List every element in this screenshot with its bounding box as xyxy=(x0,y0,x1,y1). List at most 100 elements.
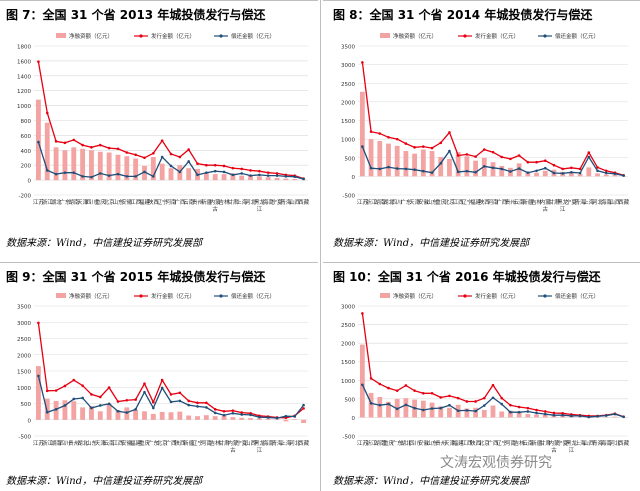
line-issue xyxy=(37,61,304,180)
point-issue xyxy=(439,396,443,399)
bar-net-financing xyxy=(212,416,218,420)
x-category-label: 湖南 xyxy=(51,439,63,447)
legend-marker-repay xyxy=(543,294,547,298)
point-issue xyxy=(178,391,182,395)
x-category-label: 天津 xyxy=(77,199,89,206)
x-category-label: 四川 xyxy=(409,440,420,447)
y-tick-label: -200 xyxy=(19,194,32,200)
x-category-label: 天津 xyxy=(95,440,107,447)
point-issue xyxy=(491,383,495,387)
point-repay xyxy=(422,169,425,173)
point-repay xyxy=(622,415,625,419)
y-tick-label: 500 xyxy=(345,397,356,403)
legend-label-net: 净融资额（亿元） xyxy=(393,292,437,300)
bar-net-financing xyxy=(142,411,147,420)
point-issue xyxy=(491,150,495,154)
x-category-label: 辽宁 xyxy=(157,198,169,206)
point-issue xyxy=(430,146,434,150)
x-category-label: 重庆 xyxy=(95,198,107,206)
point-repay xyxy=(587,155,591,159)
x-category-label: 吉林 xyxy=(219,198,231,206)
bar-net-financing xyxy=(239,175,245,181)
x-category-label: 青海 xyxy=(280,198,292,206)
point-issue xyxy=(509,157,512,161)
point-repay xyxy=(482,165,486,168)
x-category-label: 青海 xyxy=(575,198,587,206)
point-issue xyxy=(116,400,120,403)
x-category-label: 内蒙古 xyxy=(548,439,560,454)
point-issue xyxy=(169,152,173,156)
point-issue xyxy=(178,155,182,159)
bar-net-financing xyxy=(386,401,391,418)
point-repay xyxy=(439,162,443,165)
chart-2013: -200 0 200 400 600 800 1000 1200 1400 1600 1800 净融资… xyxy=(17,32,310,213)
point-repay xyxy=(535,411,538,415)
bar-net-financing xyxy=(62,400,68,420)
x-category-label: 山东 xyxy=(86,439,98,447)
bar-net-financing xyxy=(97,151,103,181)
point-repay xyxy=(395,167,399,170)
point-repay xyxy=(491,166,495,170)
point-repay xyxy=(152,175,155,178)
bar-net-financing xyxy=(89,406,94,420)
x-category-label: 黑龙江 xyxy=(254,198,266,213)
x-category-label: 广西 xyxy=(165,439,177,447)
x-category-label: 湖南 xyxy=(374,439,386,447)
chart-title-2014: 图 8：全国 31 个省 2014 年城投债发行与偿还 xyxy=(333,8,593,22)
point-issue xyxy=(448,394,451,398)
point-issue xyxy=(413,146,416,149)
x-category-label: 海南 xyxy=(601,439,613,447)
x-category-label: 甘肃 xyxy=(219,439,231,447)
x-category-label: 上海 xyxy=(583,198,595,206)
point-repay xyxy=(169,164,173,168)
x-category-label: 内蒙古 xyxy=(227,439,239,454)
x-category-label: 陕西 xyxy=(470,439,482,447)
point-issue xyxy=(543,159,547,163)
point-repay xyxy=(152,406,155,410)
point-repay xyxy=(570,170,573,174)
point-issue xyxy=(187,399,190,403)
point-repay xyxy=(456,170,460,174)
point-repay xyxy=(535,169,538,173)
point-issue xyxy=(535,160,538,164)
point-repay xyxy=(404,167,408,171)
bar-net-financing xyxy=(525,171,531,177)
point-repay xyxy=(116,410,120,413)
x-category-label: 河北 xyxy=(592,198,604,206)
legend-label-net: 净融资额（亿元） xyxy=(393,32,437,40)
point-repay xyxy=(231,411,235,415)
point-issue xyxy=(134,153,137,157)
y-tick-label: 2500 xyxy=(341,82,355,88)
x-category-label: 新疆 xyxy=(522,198,534,206)
point-issue xyxy=(604,169,608,173)
x-category-label: 海南 xyxy=(263,198,275,206)
x-category-label: 宁夏 xyxy=(557,439,569,447)
x-category-label: 上海 xyxy=(236,198,248,206)
point-repay xyxy=(604,171,608,175)
y-tick-label: 800 xyxy=(21,119,32,125)
bar-net-financing xyxy=(230,173,236,181)
x-category-label: 福建 xyxy=(453,439,465,447)
x-category-label: 宁夏 xyxy=(566,198,578,206)
x-category-label: 安徽 xyxy=(418,198,430,206)
x-category-label: 江西 xyxy=(130,199,142,206)
point-repay xyxy=(72,397,76,401)
frame-divider-top xyxy=(320,0,321,262)
x-category-label: 浙江 xyxy=(366,198,378,206)
point-issue xyxy=(143,156,146,160)
bar-net-financing xyxy=(44,398,50,420)
point-repay xyxy=(517,410,521,414)
point-issue xyxy=(422,391,425,395)
x-category-label: 河北 xyxy=(245,198,257,206)
point-repay xyxy=(240,172,244,175)
point-repay xyxy=(509,410,512,414)
point-repay xyxy=(37,140,40,144)
point-issue xyxy=(561,167,564,171)
legend-label-repay: 偿还金额（亿元） xyxy=(555,32,599,40)
x-category-label: 辽宁 xyxy=(192,439,204,447)
point-issue xyxy=(275,172,279,175)
x-category-label: 宁夏 xyxy=(272,198,284,206)
y-tick-label: 3500 xyxy=(17,305,31,311)
bar-net-financing xyxy=(256,176,262,181)
x-category-label: 陕西 xyxy=(479,198,491,206)
